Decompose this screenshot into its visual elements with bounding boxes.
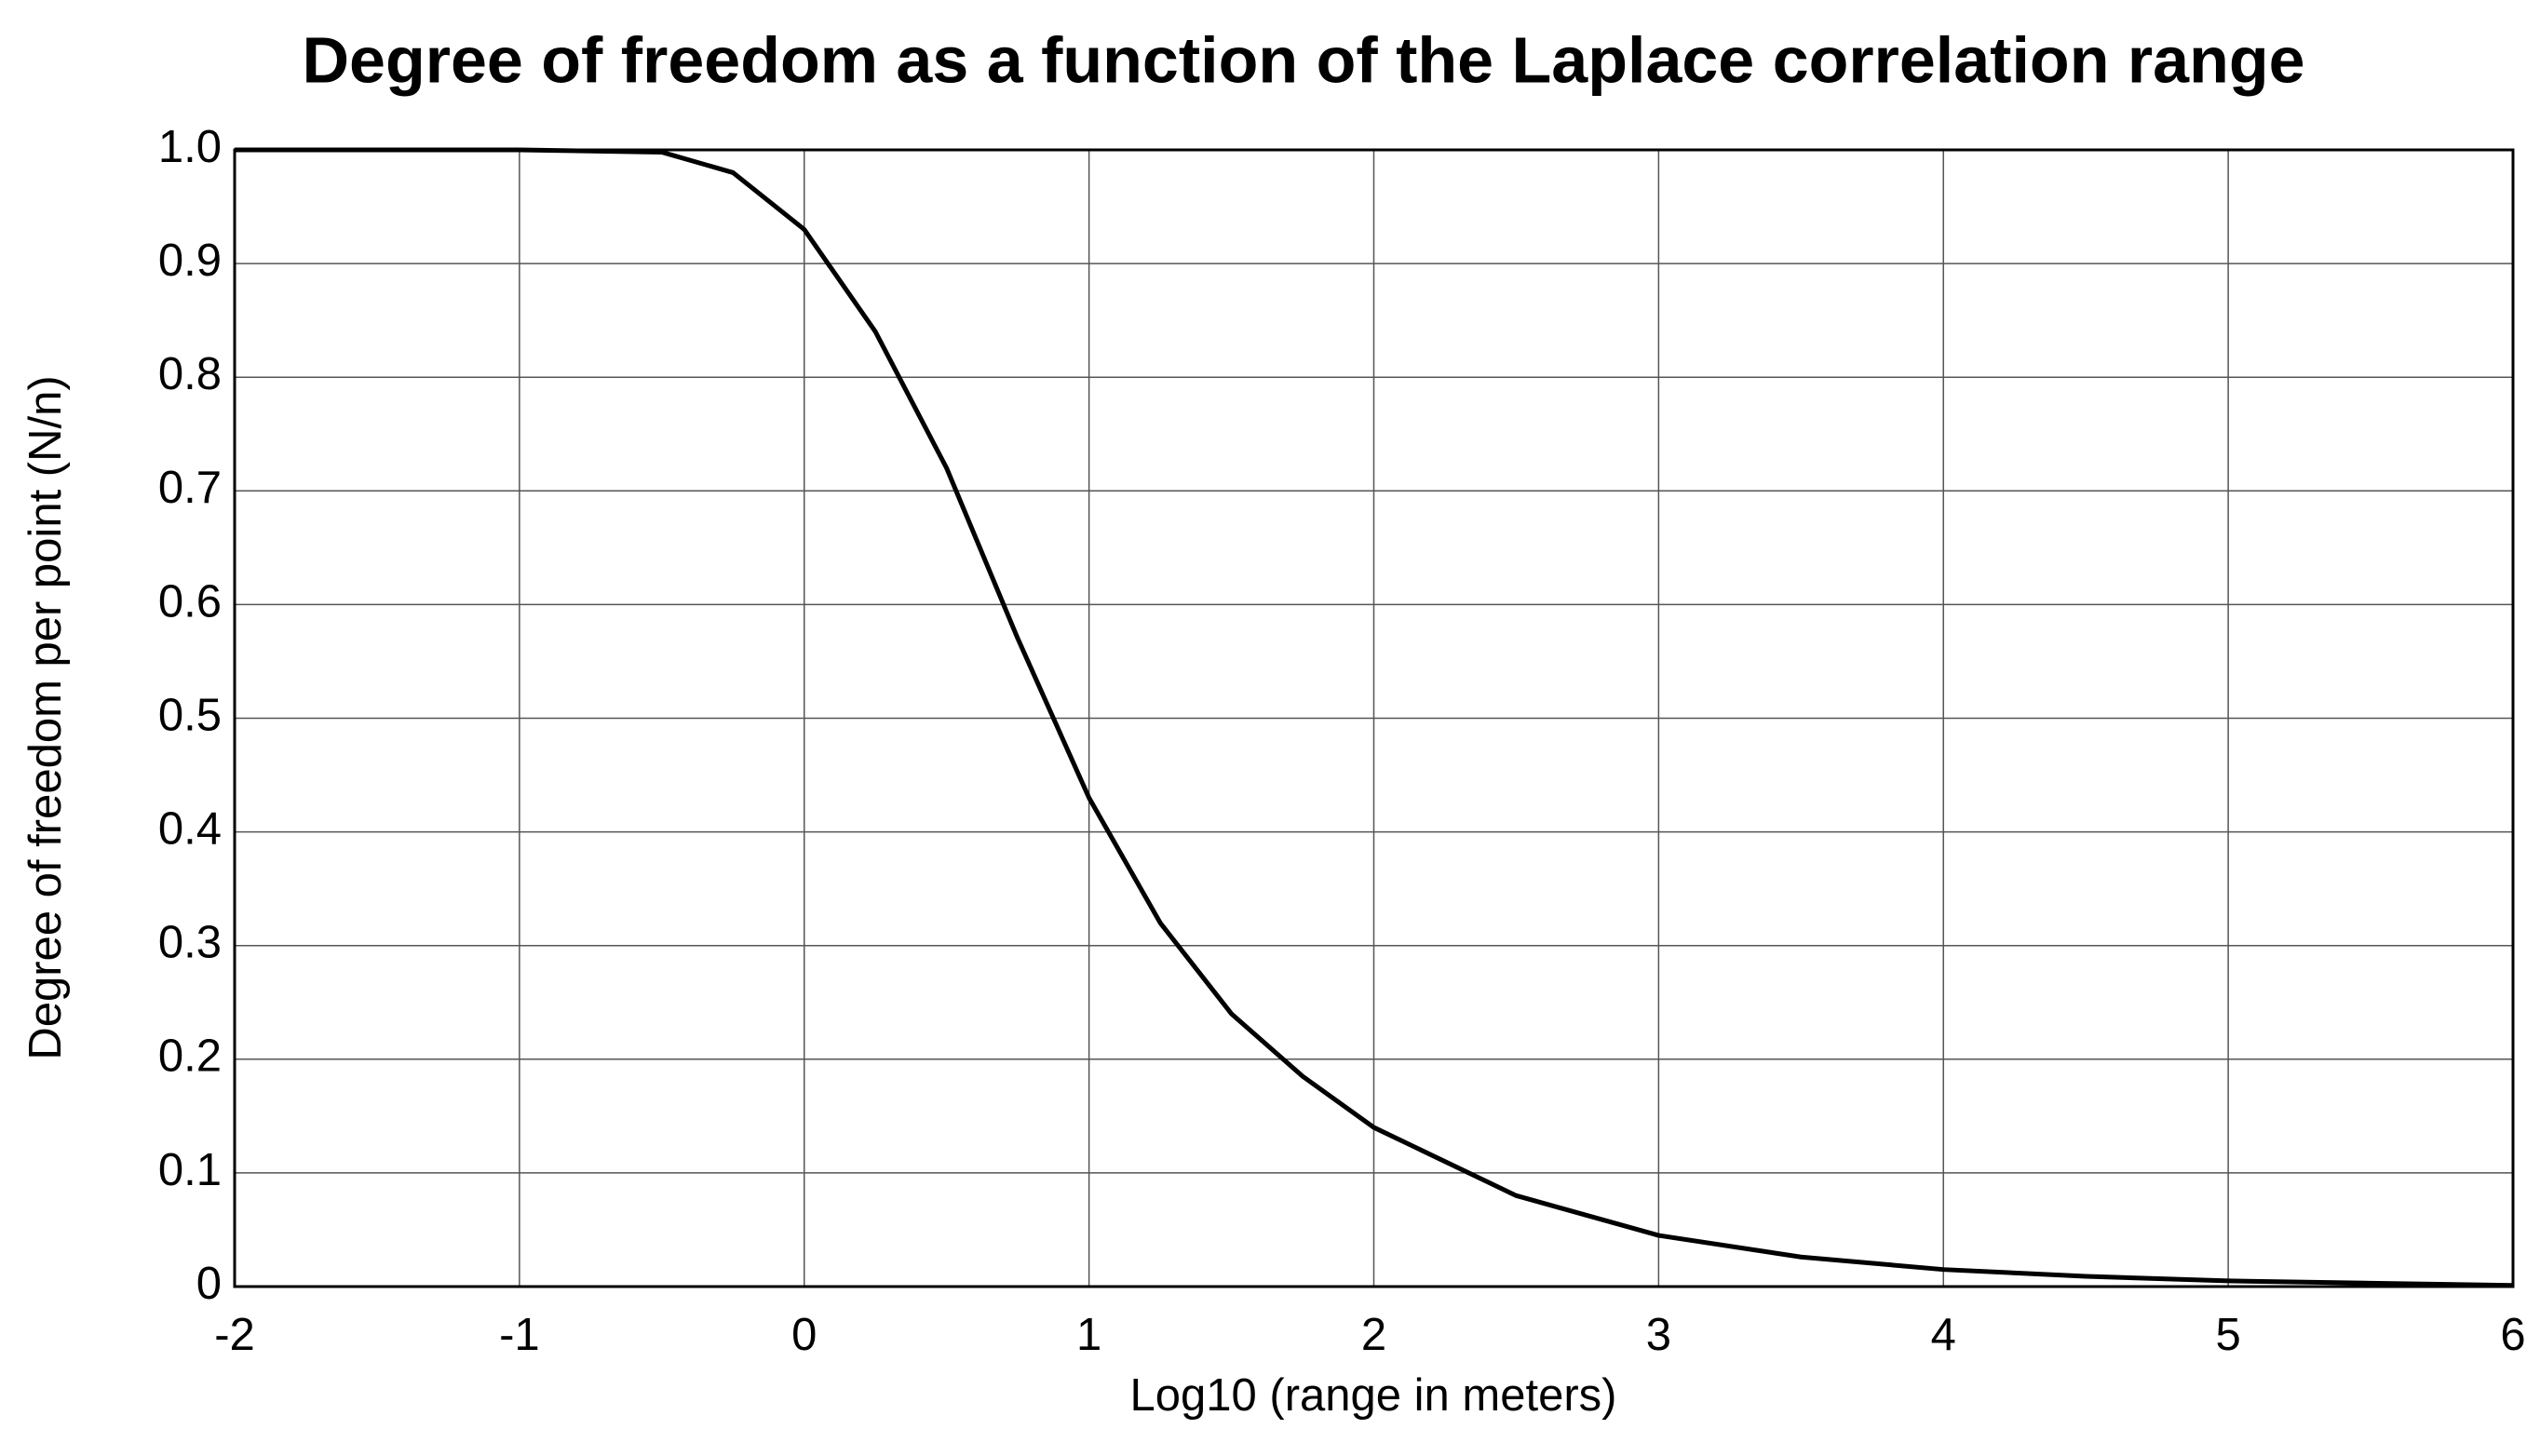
x-tick-label: 0 bbox=[791, 1310, 817, 1360]
y-tick-label: 0.6 bbox=[158, 576, 222, 627]
x-tick-label: -1 bbox=[499, 1310, 540, 1360]
x-tick-label: 3 bbox=[1646, 1310, 1671, 1360]
y-tick-label: 0.8 bbox=[158, 349, 222, 399]
y-tick-label: 0.3 bbox=[158, 918, 222, 968]
x-tick-label: 6 bbox=[2500, 1310, 2525, 1360]
y-tick-label: 0 bbox=[196, 1259, 222, 1309]
x-axis-label: Log10 (range in meters) bbox=[1130, 1370, 1617, 1421]
x-tick-label: -2 bbox=[214, 1310, 255, 1360]
y-tick-label: 0.2 bbox=[158, 1031, 222, 1082]
y-axis-label: Degree of freedom per point (N/n) bbox=[20, 375, 71, 1059]
plot-frame bbox=[233, 148, 2515, 1288]
x-tick-label: 2 bbox=[1361, 1310, 1386, 1360]
x-tick-label: 1 bbox=[1076, 1310, 1101, 1360]
y-tick-label: 0.1 bbox=[158, 1145, 222, 1195]
x-tick-label: 4 bbox=[1931, 1310, 1956, 1360]
chart-title: Degree of freedom as a function of the L… bbox=[302, 23, 2304, 96]
y-tick-label: 0.5 bbox=[158, 690, 222, 740]
x-tick-label: 5 bbox=[2215, 1310, 2240, 1360]
y-tick-label: 0.7 bbox=[158, 463, 222, 513]
y-tick-label: 0.4 bbox=[158, 804, 222, 855]
y-tick-label: 0.9 bbox=[158, 236, 222, 286]
y-tick-label: 1.0 bbox=[158, 122, 222, 172]
data-line bbox=[235, 147, 2514, 1288]
